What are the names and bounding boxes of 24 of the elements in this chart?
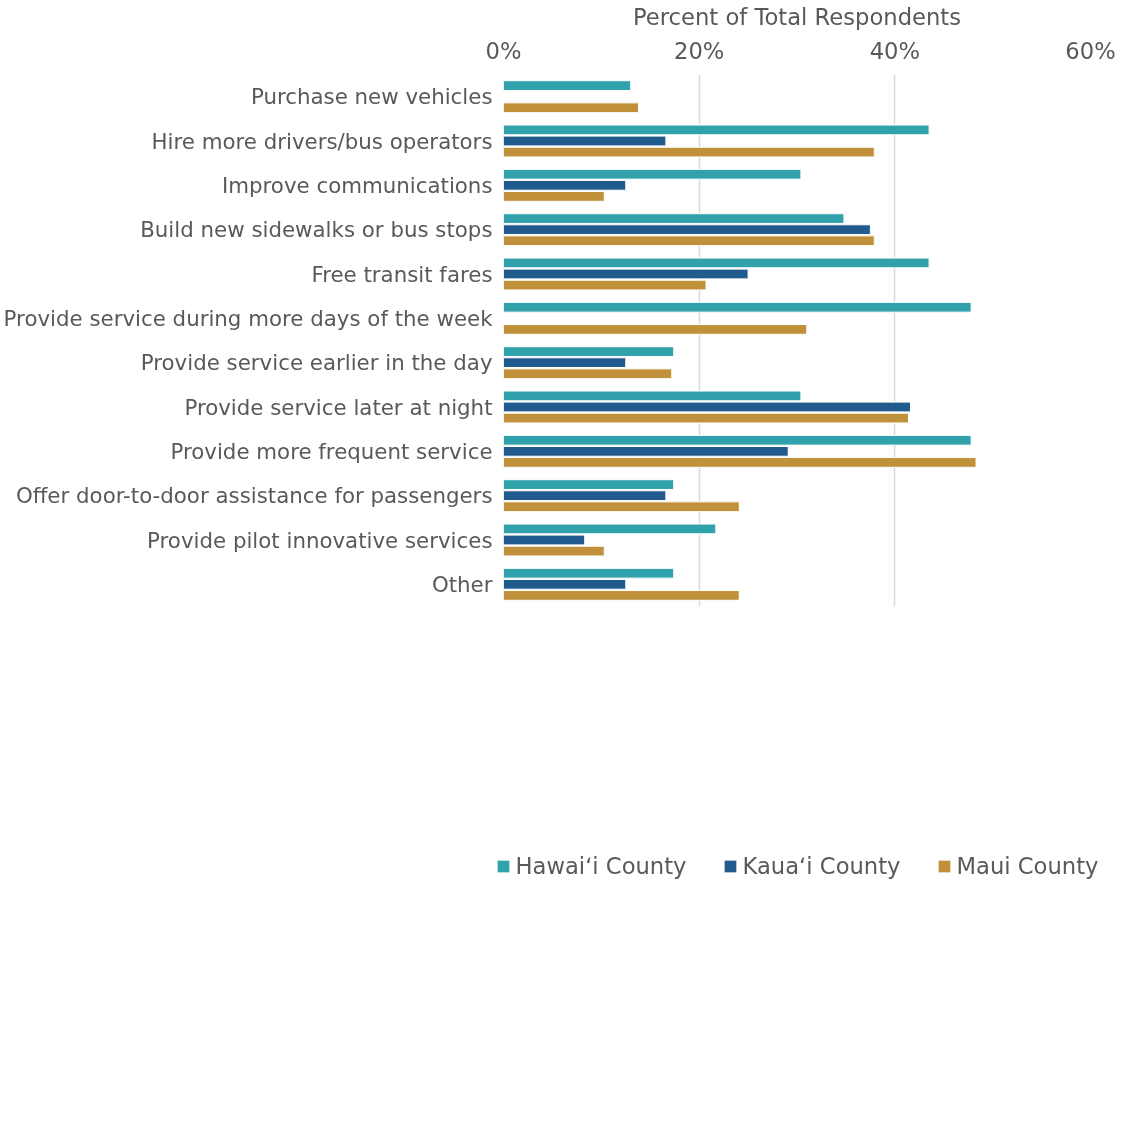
- bar: [503, 324, 808, 335]
- y-tick-label: Provide service later at night: [184, 394, 493, 420]
- x-tick-label: 60%: [1065, 37, 1116, 64]
- bar: [503, 301, 972, 313]
- x-tick-label: 0%: [485, 37, 522, 64]
- y-tick-label: Provide more frequent service: [170, 438, 493, 464]
- bar: [503, 80, 632, 91]
- y-tick-label: Purchase new vehicles: [250, 84, 493, 110]
- y-tick-label: Provide service earlier in the day: [140, 350, 493, 376]
- y-tick-label: Hire more drivers/bus operators: [151, 128, 493, 154]
- y-tick-label: Provide pilot innovative services: [147, 527, 493, 553]
- legend-label: Maui County: [956, 853, 1099, 879]
- y-tick-label: Free transit fares: [311, 261, 493, 287]
- legend-label: Hawaiʻi County: [515, 853, 687, 879]
- y-tick-label: Build new sidewalks or bus stops: [140, 217, 493, 243]
- x-tick-label: 40%: [869, 37, 921, 64]
- x-axis-title: Percent of Total Respondents: [632, 3, 962, 30]
- y-tick-label: Offer door-to-door assistance for passengers: [15, 483, 493, 509]
- legend-label: Kauaʻi County: [742, 853, 901, 879]
- y-tick-label: Improve communications: [221, 172, 493, 198]
- y-tick-label: Other: [431, 571, 493, 597]
- x-tick-label: 20%: [673, 37, 725, 64]
- bar: [503, 102, 640, 114]
- y-tick-label: Provide service during more days of the week: [3, 305, 494, 331]
